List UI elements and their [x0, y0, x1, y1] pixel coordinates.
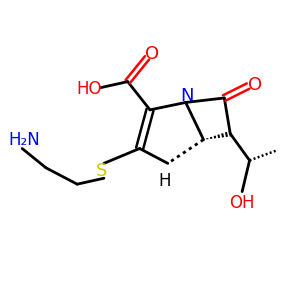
Text: O: O: [248, 76, 262, 94]
Text: S: S: [96, 162, 107, 180]
Text: O: O: [145, 45, 159, 63]
Text: N: N: [180, 87, 194, 105]
Text: OH: OH: [230, 194, 255, 212]
Text: H₂N: H₂N: [9, 130, 41, 148]
Text: H: H: [159, 172, 171, 190]
Text: HO: HO: [76, 80, 102, 98]
